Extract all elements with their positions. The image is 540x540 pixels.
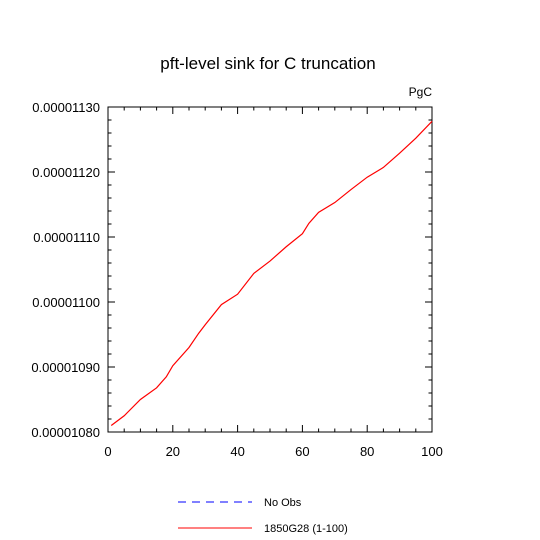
y-tick-label: 0.00001090 (31, 360, 100, 375)
chart-title: pft-level sink for C truncation (160, 54, 375, 73)
y-tick-label: 0.00001100 (32, 295, 100, 310)
y-tick-label: 0.00001120 (32, 165, 100, 180)
series-line (110, 120, 433, 426)
x-tick-label: 20 (166, 444, 180, 459)
y-tick-label: 0.00001110 (33, 230, 100, 245)
legend-label: No Obs (264, 497, 302, 509)
series-layer (110, 120, 433, 426)
plot-frame (107, 106, 433, 433)
legend: No Obs 1850G28 (1-100) (178, 497, 348, 535)
x-tick-label: 0 (104, 444, 111, 459)
x-tick-label: 100 (421, 444, 443, 459)
axis-ticks: 0 20 40 60 80 100 0.00001080 0.00001090 0.000011… (31, 100, 443, 459)
legend-label: 1850G28 (1-100) (264, 523, 348, 535)
x-tick-label: 40 (230, 444, 244, 459)
y-tick-label: 0.00001080 (31, 425, 100, 440)
x-tick-label: 80 (360, 444, 374, 459)
x-tick-label: 60 (295, 444, 309, 459)
y-tick-label: 0.00001130 (32, 100, 100, 115)
units-label: PgC (409, 85, 433, 99)
